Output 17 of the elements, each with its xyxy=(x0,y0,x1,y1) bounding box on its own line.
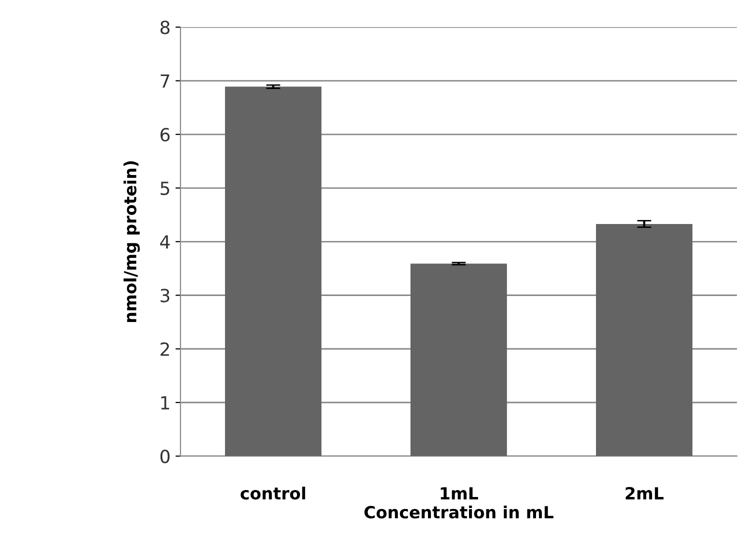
x-tick-label: 2mL xyxy=(626,486,664,500)
y-tick-label: 6 xyxy=(160,128,170,142)
x-axis-title: Concentration in mL xyxy=(364,506,554,518)
y-tick-label: 2 xyxy=(160,342,169,356)
y-tick-label: 0 xyxy=(160,450,170,464)
bar xyxy=(410,264,507,456)
y-tick-label: 3 xyxy=(160,288,170,302)
bar xyxy=(225,86,322,456)
y-tick-label: 7 xyxy=(160,74,170,88)
bar xyxy=(596,224,692,456)
x-tick-label: 1mL xyxy=(440,487,478,500)
x-tick-label: control xyxy=(240,486,306,500)
y-tick-label: 8 xyxy=(160,20,170,34)
y-tick-label: 1 xyxy=(161,396,170,410)
y-axis-title: nmol/mg protein) xyxy=(124,161,140,322)
y-tick-label: 4 xyxy=(160,235,170,248)
y-tick-label: 5 xyxy=(160,182,170,196)
